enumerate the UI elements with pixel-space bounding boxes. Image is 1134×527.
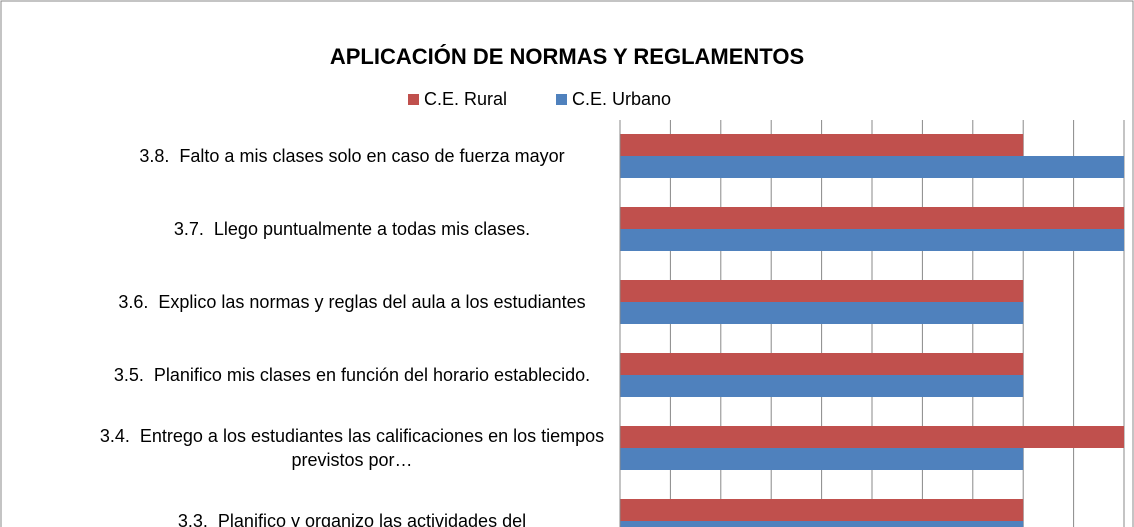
y-tick-label: 3.6. Explico las normas y reglas del aul… — [118, 292, 586, 312]
y-tick-label: 3.7. Llego puntualmente a todas mis clas… — [173, 219, 531, 239]
bar — [620, 156, 1124, 178]
bar — [620, 302, 1024, 324]
legend-swatch — [556, 94, 567, 105]
bar — [620, 353, 1024, 375]
bar — [620, 375, 1024, 397]
y-tick-label: 3.3. Planifico y organizo las actividade… — [177, 511, 527, 527]
legend-label: C.E. Rural — [424, 89, 507, 109]
y-tick-label: 3.5. Planifico mis clases en función del… — [113, 365, 591, 385]
legend-label: C.E. Urbano — [572, 89, 671, 109]
y-tick-label: 3.8. Falto a mis clases solo en caso de … — [139, 146, 565, 166]
legend-swatch — [408, 94, 419, 105]
bar — [620, 499, 1024, 521]
bar — [620, 134, 1024, 156]
y-tick-label: 3.4. Entrego a los estudiantes las calif… — [99, 426, 610, 470]
bar — [620, 280, 1024, 302]
bar — [620, 448, 1024, 470]
bar — [620, 229, 1124, 251]
bar — [620, 426, 1124, 448]
chart-title: APLICACIÓN DE NORMAS Y REGLAMENTOS — [330, 44, 804, 69]
bar — [620, 521, 1024, 527]
bar — [620, 207, 1124, 229]
